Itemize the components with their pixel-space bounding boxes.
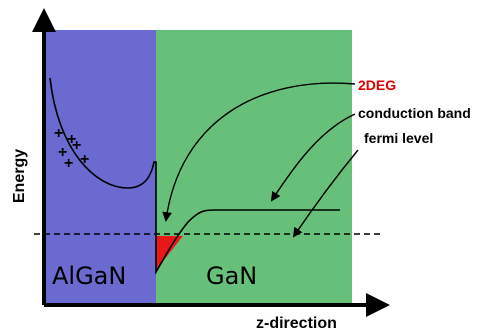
y-axis-arrowhead <box>32 8 56 32</box>
positive-charge: + <box>67 131 76 148</box>
positive-charge: + <box>54 125 63 142</box>
positive-charge: + <box>72 137 81 154</box>
positive-charges: + ++ ++ + <box>54 125 89 172</box>
gan-region <box>156 30 352 305</box>
conduction-band-curve <box>49 77 340 275</box>
twodeg-label: 2DEG <box>358 77 396 93</box>
gan-label: GaN <box>206 262 257 290</box>
x-axis-arrowhead <box>366 293 390 317</box>
fermi-level-pointer-arrow <box>292 149 359 238</box>
twodeg-pointer-arrow <box>162 82 356 222</box>
positive-charge: + <box>80 151 89 168</box>
conduction-band-label: conduction band <box>358 105 471 121</box>
conduction-band-pointer-arrow <box>270 113 356 202</box>
positive-charge: + <box>64 155 73 172</box>
algan-label: AlGaN <box>52 262 126 290</box>
y-axis-label: Energy <box>11 149 28 203</box>
x-axis-label: z-direction <box>256 315 337 332</box>
fermi-level-label: fermi level <box>364 130 433 146</box>
algan-region <box>44 30 156 305</box>
positive-charge: + <box>58 144 67 161</box>
